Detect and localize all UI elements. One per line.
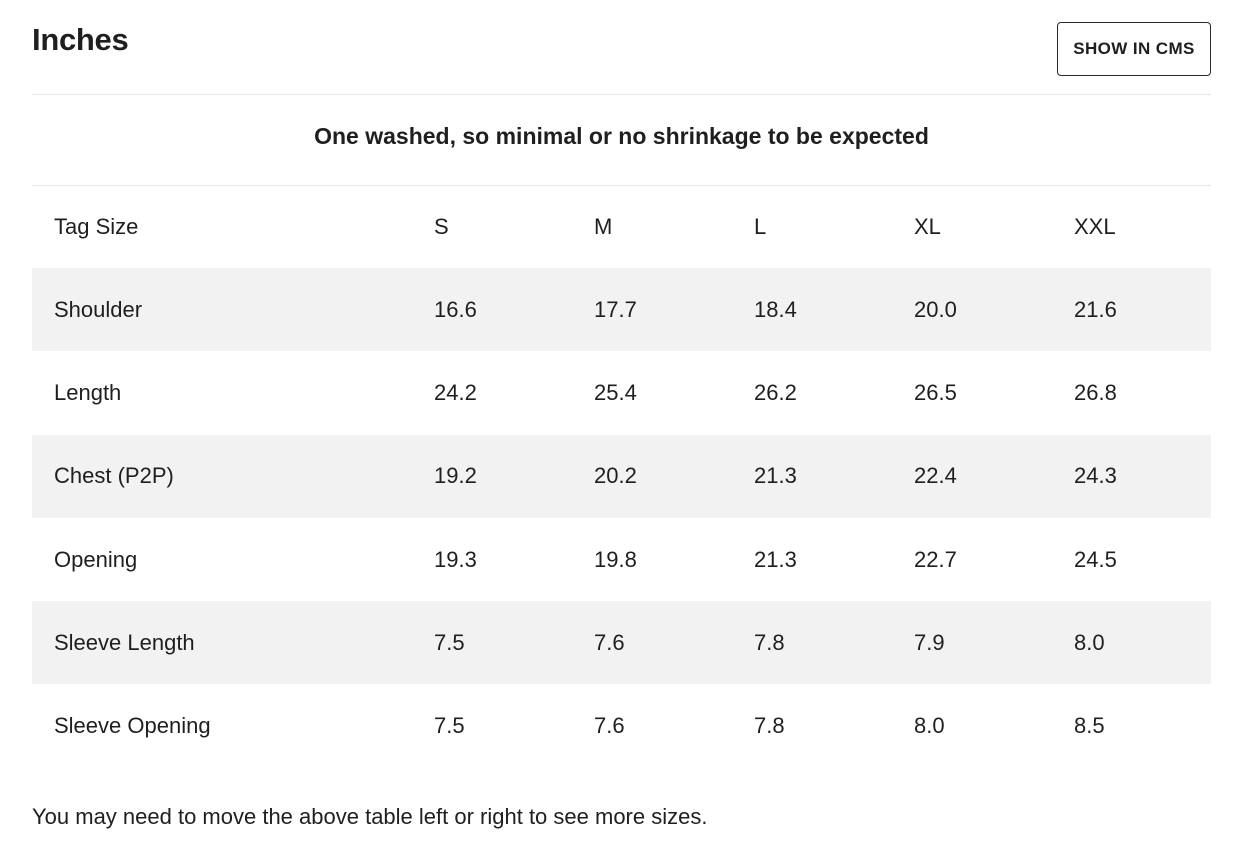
table-cell: 24.5 bbox=[1074, 546, 1117, 572]
column-header-xl: XL bbox=[914, 214, 941, 239]
column-header-l: L bbox=[754, 214, 767, 239]
column-header-xxl: XXL bbox=[1074, 214, 1116, 239]
table-cell: 20.0 bbox=[914, 296, 957, 322]
table-cell: 17.7 bbox=[594, 296, 637, 322]
table-cell: 8.0 bbox=[914, 713, 945, 739]
table-row: Sleeve Opening 7.5 7.6 7.8 8.0 8.5 bbox=[32, 684, 1211, 767]
size-chart-table: Tag Size S M L XL XXL Shoulder 16.6 17.7… bbox=[32, 186, 1211, 768]
table-cell: 26.5 bbox=[914, 379, 957, 405]
row-label: Chest (P2P) bbox=[54, 463, 174, 489]
table-cell: 21.3 bbox=[754, 463, 797, 489]
table-cell: 19.3 bbox=[434, 546, 477, 572]
row-label: Length bbox=[54, 379, 122, 405]
table-cell: 7.6 bbox=[594, 629, 625, 655]
table-cell: 8.5 bbox=[1074, 713, 1105, 739]
row-label: Shoulder bbox=[54, 296, 143, 322]
table-row: Length 24.2 25.4 26.2 26.5 26.8 bbox=[32, 351, 1211, 434]
table-cell: 16.6 bbox=[434, 296, 477, 322]
table-cell: 7.8 bbox=[754, 713, 785, 739]
table-cell: 18.4 bbox=[754, 296, 797, 322]
table-cell: 25.4 bbox=[594, 379, 637, 405]
table-row: Shoulder 16.6 17.7 18.4 20.0 21.6 bbox=[32, 268, 1211, 352]
table-header-row: Tag Size S M L XL XXL bbox=[32, 186, 1211, 268]
table-cell: 7.5 bbox=[434, 713, 465, 739]
scroll-hint-footnote: You may need to move the above table lef… bbox=[32, 804, 708, 829]
table-cell: 26.8 bbox=[1074, 379, 1117, 405]
column-header-tag-size: Tag Size bbox=[54, 214, 139, 239]
table-cell: 19.8 bbox=[594, 546, 637, 572]
column-header-m: M bbox=[594, 214, 613, 239]
table-row: Sleeve Length 7.5 7.6 7.8 7.9 8.0 bbox=[32, 601, 1211, 685]
table-row: Opening 19.3 19.8 21.3 22.7 24.5 bbox=[32, 518, 1211, 601]
table-cell: 24.3 bbox=[1074, 463, 1117, 489]
table-cell: 24.2 bbox=[434, 379, 477, 405]
table-cell: 7.5 bbox=[434, 629, 465, 655]
row-label: Opening bbox=[54, 546, 138, 572]
table-cell: 7.8 bbox=[754, 629, 785, 655]
table-cell: 21.3 bbox=[754, 546, 797, 572]
row-label: Sleeve Length bbox=[54, 629, 195, 655]
table-divider bbox=[32, 185, 1211, 186]
table-cell: 7.6 bbox=[594, 713, 625, 739]
table-cell: 21.6 bbox=[1074, 296, 1117, 322]
table-cell: 22.7 bbox=[914, 546, 957, 572]
table-cell: 20.2 bbox=[594, 463, 637, 489]
row-label: Sleeve Opening bbox=[54, 713, 211, 739]
table-cell: 26.2 bbox=[754, 379, 797, 405]
column-header-s: S bbox=[434, 214, 449, 239]
table-cell: 8.0 bbox=[1074, 629, 1105, 655]
table-cell: 19.2 bbox=[434, 463, 477, 489]
page-title: Inches bbox=[32, 22, 129, 57]
shrinkage-note: One washed, so minimal or no shrinkage t… bbox=[314, 123, 929, 149]
table-cell: 22.4 bbox=[914, 463, 957, 489]
show-in-cms-button[interactable]: SHOW IN CMS bbox=[1057, 22, 1211, 76]
table-cell: 7.9 bbox=[914, 629, 945, 655]
header-divider bbox=[32, 94, 1211, 95]
table-row: Chest (P2P) 19.2 20.2 21.3 22.4 24.3 bbox=[32, 434, 1211, 518]
